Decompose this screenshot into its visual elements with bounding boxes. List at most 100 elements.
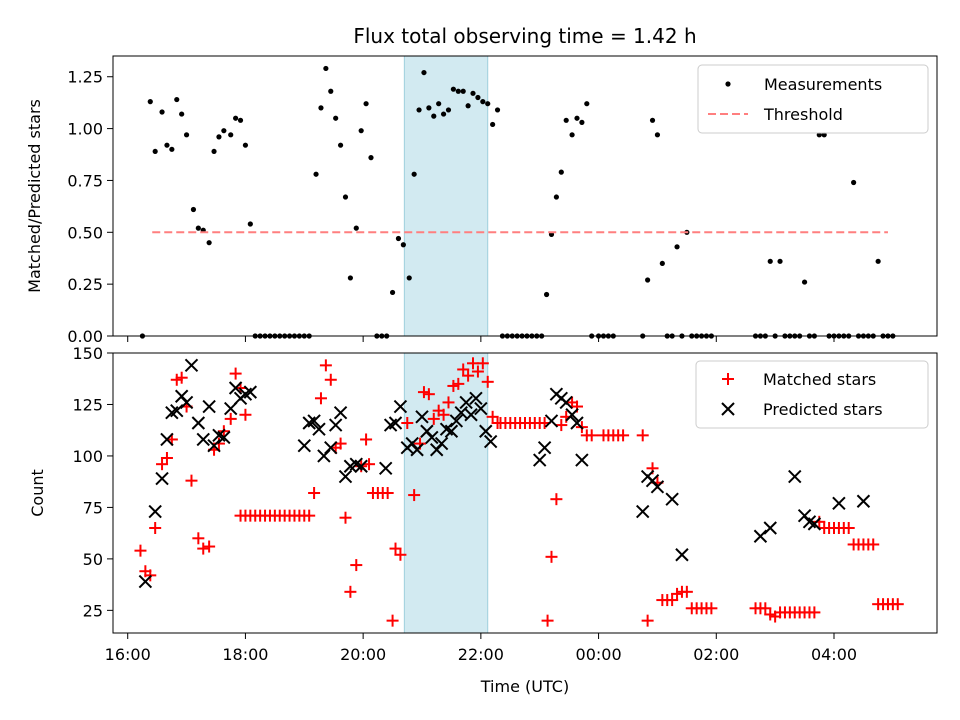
matched-star-marker xyxy=(386,614,399,627)
y-tick-label: 125 xyxy=(72,395,103,414)
legend-marker-measurements xyxy=(725,81,731,87)
x-tick-label: 22:00 xyxy=(458,645,504,664)
predicted-star-marker xyxy=(832,496,846,511)
measurement-point xyxy=(318,105,324,111)
matched-star-marker xyxy=(550,493,563,506)
predicted-star-marker xyxy=(533,453,547,467)
measurement-point xyxy=(337,142,344,148)
measurement-point xyxy=(179,111,185,117)
predicted-star-marker xyxy=(393,399,408,414)
measurement-point xyxy=(221,128,227,134)
y-tick-label: 100 xyxy=(72,447,103,466)
y-tick-label: 1.00 xyxy=(67,120,103,139)
predicted-star-marker xyxy=(469,391,483,406)
legend-label-predicted: Predicted stars xyxy=(763,400,883,419)
measurement-point xyxy=(821,132,827,138)
predicted-star-marker xyxy=(324,440,338,455)
predicted-star-marker xyxy=(807,517,822,531)
measurement-point xyxy=(485,101,491,107)
predicted-star-marker xyxy=(570,416,584,430)
measurement-point xyxy=(426,105,432,111)
y-tick-label: 50 xyxy=(83,550,103,569)
measurement-point xyxy=(233,115,239,121)
measurement-point xyxy=(195,225,201,231)
measurement-point xyxy=(347,275,353,281)
measurement-point xyxy=(353,225,359,231)
legend-label-matched: Matched stars xyxy=(763,370,876,389)
matched-star-marker xyxy=(185,474,198,487)
predicted-star-marker xyxy=(297,438,311,453)
bottom-legend: Matched stars Predicted stars xyxy=(695,360,929,429)
predicted-star-marker xyxy=(160,432,174,447)
measurement-point xyxy=(406,275,412,281)
matched-star-marker xyxy=(408,489,421,502)
matched-star-marker xyxy=(389,542,402,555)
measurement-point xyxy=(649,117,656,123)
measurement-point xyxy=(470,90,476,96)
bottom-y-axis-label: Count xyxy=(28,469,47,517)
measurement-point xyxy=(159,109,165,115)
measurement-point xyxy=(421,69,427,76)
predicted-star-marker xyxy=(544,414,559,428)
y-tick-label: 0.00 xyxy=(67,327,103,346)
matched-star-markers xyxy=(134,357,904,627)
matched-star-marker xyxy=(175,371,188,384)
predicted-star-marker xyxy=(483,434,498,449)
legend-marker-matched xyxy=(722,373,734,385)
predicted-star-marker xyxy=(474,401,488,416)
matched-star-marker xyxy=(156,458,169,471)
measurement-point xyxy=(216,134,222,140)
matched-star-marker xyxy=(229,367,242,380)
matched-star-marker xyxy=(437,408,450,421)
measurement-point xyxy=(569,132,575,138)
measurement-point xyxy=(152,148,158,155)
measurement-point xyxy=(460,88,466,94)
matched-star-marker xyxy=(545,550,558,563)
predicted-star-marker xyxy=(328,418,343,432)
predicted-star-marker xyxy=(338,469,353,484)
predicted-star-marker xyxy=(479,424,493,438)
predicted-star-marker xyxy=(410,443,424,457)
matched-star-marker xyxy=(203,540,216,553)
matched-star-marker xyxy=(303,509,316,522)
matched-star-marker xyxy=(149,522,162,534)
x-tick-label: 02:00 xyxy=(693,645,739,664)
measurement-point xyxy=(801,279,808,285)
y-tick-label: 75 xyxy=(83,498,103,517)
predicted-star-marker xyxy=(354,459,368,473)
top-y-axis-label: Matched/Predicted stars xyxy=(25,99,44,293)
y-tick-label: 0.50 xyxy=(67,223,103,242)
measurement-point xyxy=(450,86,456,92)
measurement-point xyxy=(247,221,253,227)
predicted-star-marker xyxy=(675,548,689,562)
matched-star-marker xyxy=(680,585,693,598)
matched-star-marker xyxy=(617,429,630,442)
matched-star-marker xyxy=(381,487,394,499)
measurement-point xyxy=(584,101,590,107)
matched-star-marker xyxy=(134,544,147,557)
measurement-point xyxy=(851,179,857,186)
measurement-point xyxy=(183,132,190,138)
measurement-point xyxy=(440,111,447,117)
predicted-star-marker xyxy=(191,416,206,430)
matched-star-marker xyxy=(636,429,649,442)
matched-star-marker xyxy=(666,594,679,607)
matched-star-marker xyxy=(394,548,407,561)
predicted-star-marker xyxy=(425,430,439,445)
matched-star-marker xyxy=(471,365,484,378)
measurement-point xyxy=(147,99,153,105)
measurement-point xyxy=(431,113,437,119)
matched-star-marker xyxy=(334,437,347,450)
measurement-point xyxy=(342,194,349,200)
predicted-star-markers xyxy=(138,358,871,589)
top-span xyxy=(403,55,489,337)
measurement-point xyxy=(323,65,329,72)
measurement-point xyxy=(558,169,564,175)
predicted-star-marker xyxy=(333,405,348,420)
predicted-star-marker xyxy=(449,414,464,428)
legend-label-measurements: Measurements xyxy=(764,75,882,94)
measurement-point xyxy=(475,94,481,101)
predicted-star-marker xyxy=(184,358,199,373)
measurement-point xyxy=(875,258,881,264)
matched-star-marker xyxy=(641,614,654,627)
